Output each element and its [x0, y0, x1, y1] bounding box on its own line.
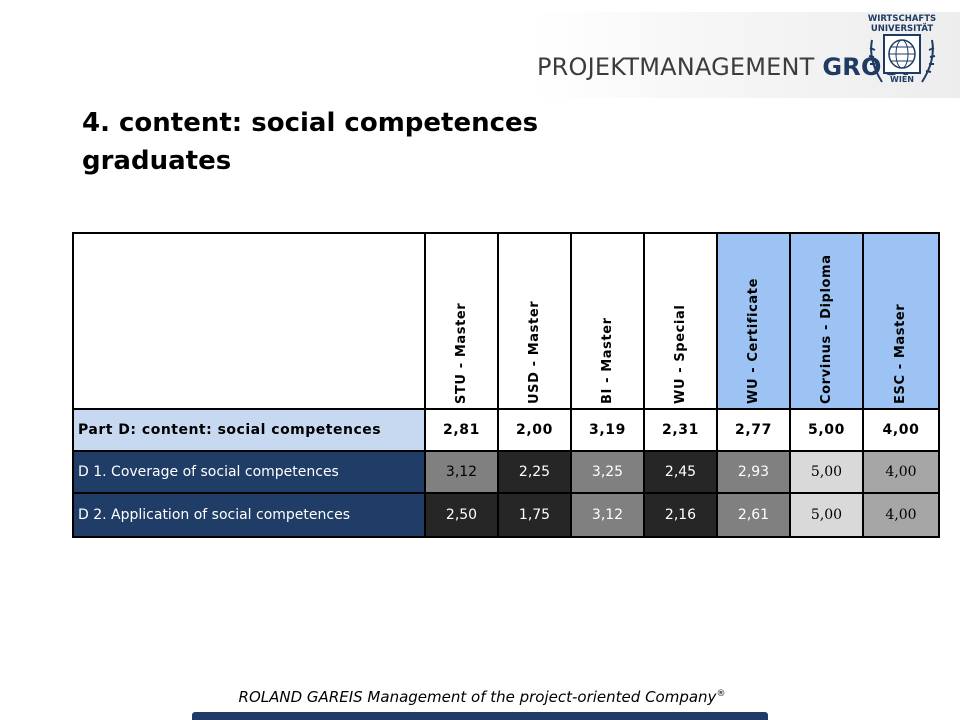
- score-cell: 2,93: [718, 452, 791, 494]
- column-header: BI - Master: [572, 234, 645, 410]
- score-cell: 1,75: [499, 494, 572, 536]
- score-cell: 2,77: [718, 410, 791, 452]
- score-cell: 4,00: [864, 410, 938, 452]
- score-cell: 2,50: [426, 494, 499, 536]
- column-header: ESC - Master: [864, 234, 938, 410]
- seal-mid-text: UNIVERSITÄT: [871, 23, 933, 34]
- seal-bottom-text: WIEN: [890, 75, 914, 84]
- column-header-label: WU - Certificate: [745, 277, 761, 404]
- header-corner-cell: [74, 234, 426, 410]
- page-title: 4. content: social competences graduates: [82, 104, 642, 180]
- column-header: WU - Certificate: [718, 234, 791, 410]
- brand-prefix: PROJEKTMANAGEMENT: [537, 53, 823, 81]
- score-cell: 2,45: [645, 452, 718, 494]
- section-row-label: Part D: content: social competences: [74, 410, 426, 452]
- column-header: USD - Master: [499, 234, 572, 410]
- score-cell: 2,31: [645, 410, 718, 452]
- title-line-2: graduates: [82, 146, 232, 176]
- score-cell: 2,81: [426, 410, 499, 452]
- seal-top-text: WIRTSCHAFTS: [868, 14, 936, 24]
- column-header-label: USD - Master: [526, 300, 542, 404]
- footer-text: ROLAND GAREIS Management of the project-…: [192, 688, 772, 706]
- score-cell: 4,00: [864, 452, 938, 494]
- score-cell: 3,12: [426, 452, 499, 494]
- column-header-label: Corvinus - Diploma: [818, 254, 834, 404]
- item-row-label: D 1. Coverage of social competences: [74, 452, 426, 494]
- column-header: STU - Master: [426, 234, 499, 410]
- score-cell: 4,00: [864, 494, 938, 536]
- score-cell: 3,25: [572, 452, 645, 494]
- item-row-label: D 2. Application of social competences: [74, 494, 426, 536]
- competences-table: STU - Master USD - Master BI - Master WU - …: [72, 232, 940, 538]
- footer-label: ROLAND GAREIS Management of the project-…: [238, 688, 717, 706]
- score-cell: 5,00: [791, 452, 864, 494]
- column-header-label: BI - Master: [599, 317, 615, 404]
- score-cell: 2,16: [645, 494, 718, 536]
- score-cell: 5,00: [791, 410, 864, 452]
- university-seal-icon: WIRTSCHAFTS UNIVERSITÄT WIEN: [868, 14, 936, 84]
- score-cell: 3,19: [572, 410, 645, 452]
- score-cell: 3,12: [572, 494, 645, 536]
- column-header: Corvinus - Diploma: [791, 234, 864, 410]
- score-cell: 2,61: [718, 494, 791, 536]
- column-header-label: WU - Special: [672, 304, 688, 404]
- title-line-1: 4. content: social competences: [82, 108, 539, 138]
- column-header-label: ESC - Master: [893, 303, 908, 404]
- footer-bar: [192, 712, 768, 720]
- column-header: WU - Special: [645, 234, 718, 410]
- registered-mark: ®: [716, 689, 726, 699]
- score-cell: 2,00: [499, 410, 572, 452]
- column-header-label: STU - Master: [453, 302, 469, 404]
- score-cell: 5,00: [791, 494, 864, 536]
- score-cell: 2,25: [499, 452, 572, 494]
